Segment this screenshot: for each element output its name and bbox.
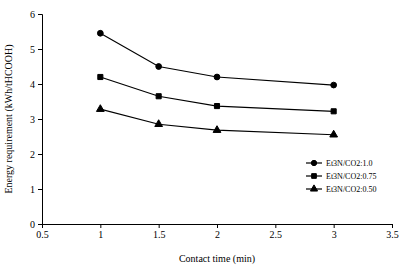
marker <box>98 74 103 79</box>
legend-marker <box>311 160 316 165</box>
y-axis: 0 1 2 3 4 5 6 <box>30 9 43 230</box>
marker <box>214 104 219 109</box>
marker <box>97 30 103 36</box>
legend-marker <box>312 174 317 179</box>
marker <box>96 105 104 112</box>
tick-mark <box>334 224 335 228</box>
tick: 2 <box>30 149 42 160</box>
tick: 0.5 <box>36 224 49 240</box>
marker <box>213 126 221 133</box>
tick: 5 <box>30 44 42 55</box>
marker <box>156 94 161 99</box>
marker <box>155 120 163 127</box>
tick: 3 <box>30 114 42 125</box>
tick: 0 <box>30 219 42 230</box>
tick-mark <box>38 154 42 155</box>
legend-label: Et3N/CO2:0.50 <box>326 185 376 194</box>
tick-label: 5 <box>30 44 35 55</box>
tick-mark <box>217 224 218 228</box>
axis-line <box>38 15 43 225</box>
tick-label: 6 <box>30 9 35 20</box>
x-axis-title: Contact time (min) <box>179 253 255 265</box>
tick-mark <box>38 84 42 85</box>
tick-mark <box>38 14 42 15</box>
tick: 3.5 <box>386 224 399 240</box>
plot: 0.511.522.533.50123456Et3N/CO2:1.0Et3N/C… <box>30 9 399 240</box>
marker <box>331 82 337 88</box>
marker <box>156 64 162 70</box>
tick-mark <box>159 224 160 228</box>
series-line <box>100 33 333 85</box>
tick-label: 2.5 <box>270 229 283 240</box>
tick-mark <box>38 119 42 120</box>
tick-mark <box>38 49 42 50</box>
legend-marker <box>310 185 317 191</box>
legend-item: Et3N/CO2:0.50 <box>306 185 376 194</box>
tick-label: 1 <box>30 184 35 195</box>
tick-mark <box>38 224 42 225</box>
series-line <box>100 77 333 111</box>
tick: 3 <box>332 224 337 240</box>
legend-label: Et3N/CO2:0.75 <box>326 172 376 181</box>
marker <box>331 109 336 114</box>
tick: 1 <box>98 224 103 240</box>
x-axis: 0.5 1 1.5 2 2.5 3 3.5 <box>36 224 399 240</box>
tick-label: 3.5 <box>386 229 399 240</box>
tick-mark <box>100 224 101 228</box>
tick-label: 0 <box>30 219 35 230</box>
tick-label: 2 <box>215 229 220 240</box>
marker <box>214 74 220 80</box>
series-line <box>100 109 333 135</box>
tick: 6 <box>30 9 42 20</box>
tick-label: 2 <box>30 149 35 160</box>
tick-mark <box>275 224 276 228</box>
tick-label: 1.5 <box>153 229 166 240</box>
tick-label: 4 <box>30 79 35 90</box>
legend-label: Et3N/CO2:1.0 <box>326 159 372 168</box>
tick-label: 0.5 <box>36 229 49 240</box>
tick: 1 <box>30 184 42 195</box>
y-axis-title: Energy requirement (kWh/tHCOOH) <box>3 44 15 193</box>
tick-label: 1 <box>98 229 103 240</box>
tick: 2.5 <box>270 224 283 240</box>
legend: Et3N/CO2:1.0 Et3N/CO2:0.75 Et3N/CO2:0.50 <box>306 159 376 194</box>
tick: 1.5 <box>153 224 166 240</box>
tick-mark <box>392 224 393 228</box>
tick: 4 <box>30 79 42 90</box>
legend-item: Et3N/CO2:0.75 <box>306 172 376 181</box>
legend-item: Et3N/CO2:1.0 <box>306 159 372 168</box>
axis-line <box>43 225 393 229</box>
tick-label: 3 <box>332 229 337 240</box>
chart: 0.511.522.533.50123456Et3N/CO2:1.0Et3N/C… <box>0 0 408 268</box>
tick-label: 3 <box>30 114 35 125</box>
tick-mark <box>38 189 42 190</box>
marker <box>330 130 338 137</box>
marks <box>96 30 337 137</box>
tick: 2 <box>215 224 220 240</box>
